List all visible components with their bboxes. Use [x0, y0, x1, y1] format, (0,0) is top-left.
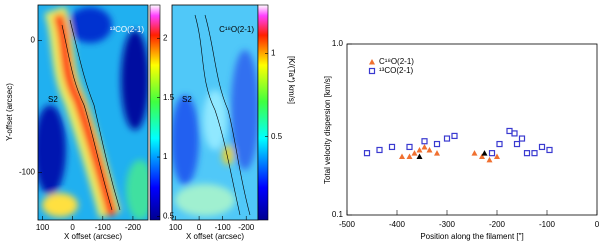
map-image [38, 5, 148, 220]
data-point [494, 153, 500, 159]
x-tick-label: 0 [595, 220, 600, 229]
y-tick-label: 1.0 [332, 39, 344, 48]
x-tick-label: -200 [489, 220, 506, 229]
data-point [363, 150, 371, 157]
map-annotation: ¹³CO(2-1) [110, 25, 145, 34]
data-point [399, 153, 405, 159]
data-point [481, 150, 488, 156]
colorbar-label: [K/(Ta*) km/s] [287, 56, 296, 104]
y-axis-label: Y-offset (arcsec) [5, 83, 14, 141]
data-point [506, 127, 513, 135]
data-point [411, 150, 418, 156]
x-axis-label: X offset (arcsec) [64, 232, 122, 241]
y-tick-label: 0 [31, 36, 36, 45]
x-axis-label: Position along the filament ["] [420, 232, 523, 241]
legend-marker [369, 59, 375, 65]
colorbar-tick-label: 1 [163, 152, 168, 161]
data-point [388, 143, 396, 151]
map-annotation: C¹⁸O(2-1) [219, 25, 254, 34]
colorbar-tick-label: 0.5 [163, 212, 175, 221]
x-tick-label: -200 [238, 223, 255, 232]
x-tick-label: 0 [70, 223, 75, 232]
data-point [488, 150, 496, 157]
x-axis-label: X offset (arcsec) [186, 232, 244, 241]
data-point [531, 150, 538, 157]
data-point [486, 156, 493, 163]
x-tick-label: 0 [197, 223, 202, 232]
data-point [376, 146, 383, 154]
legend-marker [368, 67, 376, 75]
x-tick-label: -200 [125, 223, 142, 232]
data-point [443, 135, 451, 142]
data-point [496, 140, 503, 148]
data-point [471, 150, 478, 156]
data-point [426, 146, 433, 153]
map-image [172, 5, 258, 220]
data-point [511, 130, 518, 137]
x-tick-label: -100 [95, 223, 112, 232]
data-point [546, 146, 553, 154]
data-point [416, 153, 423, 159]
colorbar-tick-label: 1.5 [163, 93, 175, 102]
data-point [434, 150, 440, 156]
legend-label: C¹⁸O(2-1) [379, 57, 414, 66]
data-point [518, 135, 526, 142]
data-point [421, 143, 428, 150]
data-point [421, 138, 428, 145]
x-tick-label: -100 [539, 220, 556, 229]
data-point [513, 140, 521, 148]
data-point [406, 143, 413, 151]
data-point [406, 153, 413, 159]
y-tick-label: -100 [19, 168, 36, 177]
x-tick-label: -500 [339, 220, 356, 229]
y-axis-label: Total velocity dispersion [km/s] [323, 76, 332, 184]
x-tick-label: -300 [439, 220, 456, 229]
colorbar-tick-label: 1 [271, 48, 276, 57]
plot-frame [346, 43, 598, 216]
colorbar-tick-label: 2 [163, 33, 168, 42]
colorbar-tick-label: 0.5 [271, 132, 283, 141]
legend-label: ¹³CO(2-1) [379, 66, 414, 75]
x-tick-label: -400 [389, 220, 406, 229]
data-point [523, 150, 531, 157]
data-point [416, 146, 423, 153]
colorbar [149, 4, 161, 221]
y-tick-label: 0.1 [332, 210, 344, 219]
data-point [451, 132, 458, 140]
x-tick-label: 100 [36, 223, 50, 232]
region-label: S2 [182, 95, 192, 104]
x-tick-label: 100 [169, 223, 183, 232]
x-tick-label: -100 [215, 223, 232, 232]
data-point [433, 140, 441, 148]
colorbar [257, 4, 269, 221]
region-label: S2 [48, 95, 58, 104]
data-point [479, 153, 485, 159]
data-point [538, 143, 546, 151]
map-frame [37, 4, 149, 221]
